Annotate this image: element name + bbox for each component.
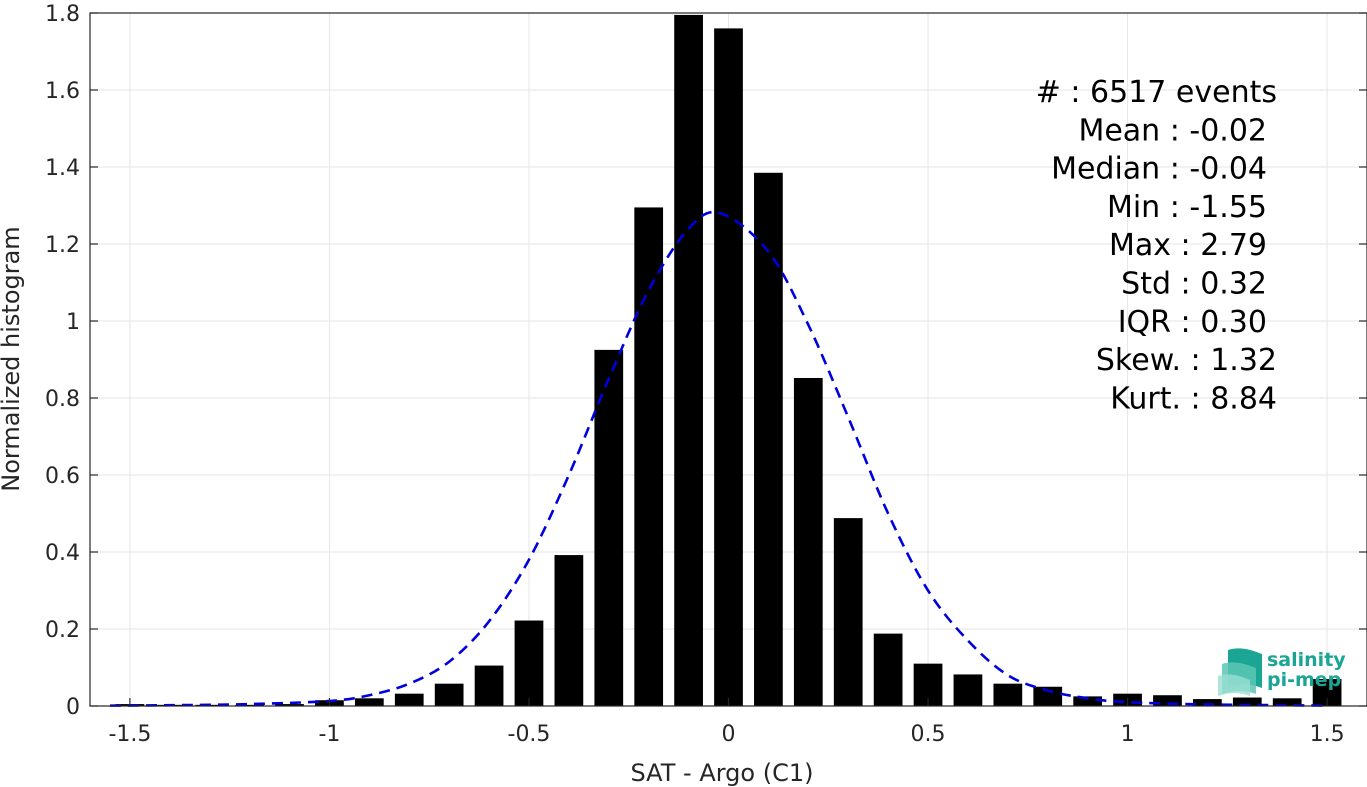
fit-curve bbox=[109, 210, 1328, 707]
x-tick-label: 0 bbox=[722, 722, 736, 747]
histogram-bar bbox=[674, 14, 703, 707]
x-tick-label: -1 bbox=[318, 722, 340, 747]
gaussian-fit-line bbox=[109, 210, 1328, 707]
x-tick-label: 1.5 bbox=[1310, 722, 1345, 747]
axis-ticks bbox=[90, 12, 1367, 707]
histogram-bar bbox=[434, 683, 464, 706]
histogram-bar bbox=[1272, 698, 1302, 706]
stat-line: IQR : 0.30 bbox=[1118, 305, 1267, 340]
x-tick-labels: -1.5 -1 -0.5 0 0.5 1 1.5 bbox=[108, 722, 1344, 747]
x-tick-label: 1 bbox=[1121, 722, 1135, 747]
y-tick-label: 1.8 bbox=[45, 2, 80, 27]
x-tick-label: -1.5 bbox=[108, 722, 151, 747]
histogram-bar bbox=[514, 620, 544, 706]
histogram-bar bbox=[394, 693, 424, 706]
histogram-bar bbox=[1193, 699, 1222, 706]
x-tick-label: -0.5 bbox=[508, 722, 551, 747]
y-tick-labels: 0 0.2 0.4 0.6 0.8 1 1.2 1.4 1.6 1.8 bbox=[45, 2, 80, 720]
histogram-bar bbox=[554, 555, 584, 706]
histogram-bar bbox=[714, 28, 743, 706]
logo-line-1: salinity bbox=[1267, 649, 1346, 671]
histogram-bar bbox=[833, 518, 863, 706]
histogram-bar bbox=[1153, 695, 1182, 706]
y-axis-label: Normalized histogram bbox=[0, 226, 25, 491]
y-tick-label: 0.4 bbox=[45, 541, 80, 566]
stat-line: Kurt. : 8.84 bbox=[1110, 381, 1277, 416]
y-tick-label: 0 bbox=[66, 695, 80, 720]
salinity-pimep-logo: salinity pi-mep bbox=[1218, 648, 1346, 696]
histogram-bar bbox=[1073, 696, 1103, 706]
histogram-bar bbox=[474, 665, 504, 706]
y-tick-label: 0.2 bbox=[45, 618, 80, 643]
stat-line: Median : -0.04 bbox=[1051, 152, 1267, 187]
y-tick-label: 1.6 bbox=[45, 79, 80, 104]
histogram-bar bbox=[1033, 686, 1063, 706]
histogram-bar bbox=[953, 674, 983, 706]
bars bbox=[115, 14, 1342, 707]
histogram-bar bbox=[594, 349, 624, 706]
y-tick-label: 0.8 bbox=[45, 387, 80, 412]
histogram-bar bbox=[275, 704, 304, 706]
histogram-bar bbox=[793, 377, 823, 706]
stat-line: # : 6517 events bbox=[1036, 75, 1277, 110]
stat-line: Max : 2.79 bbox=[1109, 228, 1267, 263]
histogram-bar bbox=[754, 172, 783, 706]
stat-line: Skew. : 1.32 bbox=[1096, 343, 1277, 378]
histogram-bar bbox=[873, 633, 903, 706]
stat-line: Min : -1.55 bbox=[1107, 190, 1267, 225]
y-tick-label: 1 bbox=[66, 310, 80, 335]
histogram-bar bbox=[1232, 697, 1262, 706]
y-tick-label: 1.2 bbox=[45, 233, 80, 258]
histogram-bar bbox=[354, 698, 384, 706]
stat-line: Std : 0.32 bbox=[1121, 267, 1267, 302]
y-tick-label: 1.4 bbox=[45, 156, 80, 181]
histogram-bar bbox=[634, 207, 664, 707]
histogram-bar bbox=[993, 683, 1023, 706]
y-tick-label: 0.6 bbox=[45, 464, 80, 489]
logo-line-2: pi-mep bbox=[1267, 669, 1341, 691]
x-tick-label: 0.5 bbox=[911, 722, 946, 747]
x-axis-label: SAT - Argo (C1) bbox=[631, 759, 814, 787]
stat-line: Mean : -0.02 bbox=[1078, 113, 1267, 148]
wave-logo-icon bbox=[1218, 648, 1262, 696]
